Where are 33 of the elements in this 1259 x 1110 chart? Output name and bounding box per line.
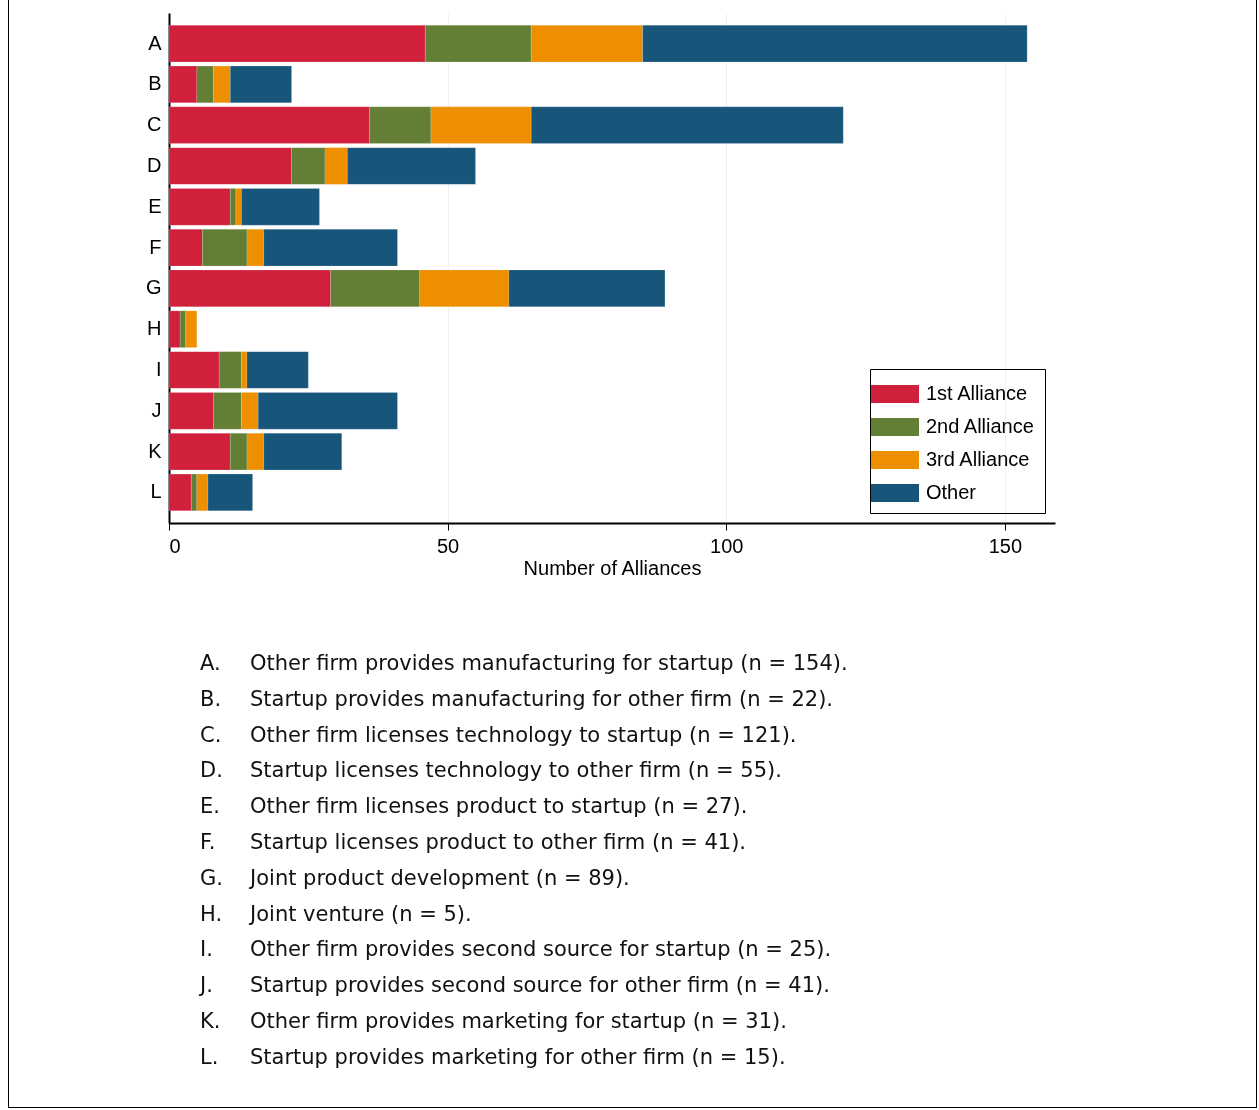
text: C. Other firm licenses technology to startup (n = 121). bbox=[200, 722, 797, 747]
legend-label: 1st Alliance bbox=[926, 382, 1028, 404]
text: E. Other firm licenses product to startup (n = 27). bbox=[200, 794, 748, 819]
text: J. Startup provides second source for other firm (n = 41). bbox=[200, 973, 830, 998]
y-tick-label: F bbox=[149, 235, 162, 258]
x-tick-label: 0 bbox=[169, 534, 181, 557]
legend-label: 2nd Alliance bbox=[926, 415, 1034, 437]
y-tick-label: J bbox=[151, 398, 162, 421]
text: D. Startup licenses technology to other firm (n = 55). bbox=[200, 758, 782, 783]
text: L. Startup provides marketing for other firm (n = 15). bbox=[200, 1044, 786, 1069]
y-tick-label: C bbox=[147, 113, 162, 136]
y-tick-label: H bbox=[147, 317, 162, 340]
y-tick-label: K bbox=[148, 439, 163, 462]
y-tick-label: D bbox=[147, 154, 162, 176]
y-tick-label: E bbox=[148, 194, 162, 217]
legend-label: 3rd Alliance bbox=[926, 448, 1030, 470]
text: B. Startup provides manufacturing for other firm (n = 22). bbox=[200, 686, 834, 711]
text: F. Startup licenses product to other firm (n = 41). bbox=[200, 829, 747, 854]
x-tick-label: 50 bbox=[436, 534, 460, 557]
y-tick-label: L bbox=[150, 480, 162, 503]
y-tick-label: A bbox=[148, 31, 163, 54]
y-tick-label: I bbox=[155, 358, 162, 380]
y-tick-label: G bbox=[145, 276, 162, 299]
text: G. Joint product development (n = 89). bbox=[200, 865, 630, 890]
text: H. Joint venture (n = 5). bbox=[200, 901, 472, 926]
text: A. Other firm provides manufacturing for startup (n = 154). bbox=[200, 651, 848, 675]
x-axis-title: Number of Alliances bbox=[523, 556, 702, 579]
x-tick-label: 100 bbox=[710, 534, 744, 557]
legend-label: Other bbox=[926, 481, 977, 503]
y-tick-label: B bbox=[148, 72, 162, 95]
x-tick-label: 150 bbox=[988, 534, 1023, 557]
text: I. Other firm provides second source for startup (n = 25). bbox=[200, 937, 832, 962]
text: K. Other firm provides marketing for startup (n = 31). bbox=[200, 1008, 787, 1033]
